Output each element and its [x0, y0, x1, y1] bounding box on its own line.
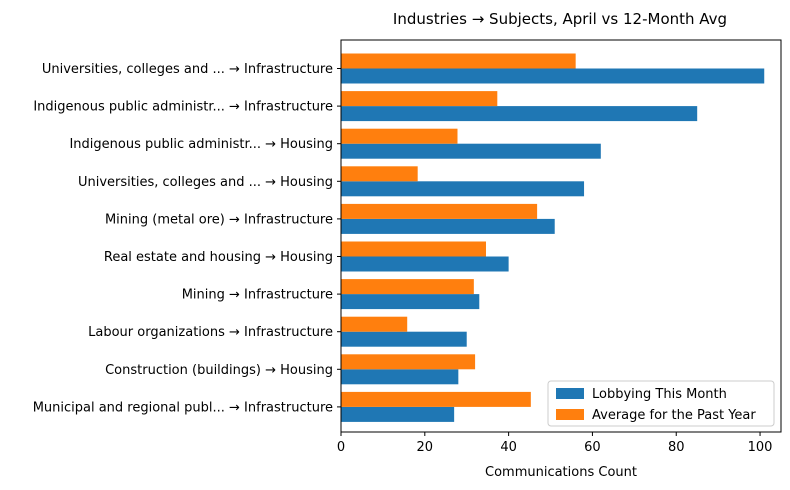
bar-this-month — [341, 331, 467, 347]
bar-past-year-avg — [341, 316, 408, 332]
bar-this-month — [341, 369, 459, 385]
y-axis-ticks: Universities, colleges and ... → Infrast… — [33, 62, 341, 415]
x-axis-label: Communications Count — [485, 465, 637, 480]
y-tick-label: Municipal and regional publ... → Infrast… — [33, 400, 333, 415]
bar-past-year-avg — [341, 391, 531, 407]
legend-label-this-month: Lobbying This Month — [592, 387, 727, 402]
bar-this-month — [341, 68, 765, 84]
y-tick-label: Real estate and housing → Housing — [104, 250, 333, 265]
legend-swatch-past-year — [556, 409, 584, 420]
x-tick-label: 40 — [500, 440, 517, 455]
x-tick-label: 0 — [337, 440, 345, 455]
y-tick-label: Mining → Infrastructure — [182, 288, 333, 303]
y-tick-label: Universities, colleges and ... → Housing — [78, 175, 333, 190]
legend-label-past-year: Average for the Past Year — [592, 408, 756, 423]
bar-this-month — [341, 181, 585, 197]
x-tick-label: 100 — [748, 440, 773, 455]
bar-past-year-avg — [341, 128, 458, 144]
bar-this-month — [341, 406, 455, 422]
bar-past-year-avg — [341, 91, 498, 107]
bar-this-month — [341, 294, 480, 310]
bar-this-month — [341, 106, 698, 122]
bar-this-month — [341, 143, 601, 159]
x-axis-ticks: 0 20 40 60 80 100 — [337, 432, 773, 455]
bar-past-year-avg — [341, 53, 576, 69]
bars-group — [341, 53, 765, 422]
bar-this-month — [341, 218, 555, 234]
x-tick-label: 80 — [668, 440, 685, 455]
bar-past-year-avg — [341, 354, 476, 370]
bar-past-year-avg — [341, 279, 474, 295]
bar-past-year-avg — [341, 203, 538, 219]
x-tick-label: 20 — [417, 440, 434, 455]
y-tick-label: Construction (buildings) → Housing — [105, 363, 333, 378]
chart-title: Industries → Subjects, April vs 12-Month… — [393, 10, 727, 28]
y-tick-label: Indigenous public administr... → Housing — [69, 137, 333, 152]
bar-past-year-avg — [341, 166, 418, 182]
plot-frame — [340, 39, 782, 433]
y-tick-label: Universities, colleges and ... → Infrast… — [42, 62, 333, 77]
y-tick-label: Labour organizations → Infrastructure — [88, 325, 333, 340]
y-tick-label: Indigenous public administr... → Infrast… — [33, 100, 333, 115]
x-tick-label: 60 — [584, 440, 601, 455]
legend-swatch-this-month — [556, 388, 584, 399]
legend-box — [547, 380, 775, 427]
y-tick-label: Mining (metal ore) → Infrastructure — [105, 212, 333, 227]
legend: Lobbying This Month Average for the Past… — [547, 380, 775, 427]
bar-past-year-avg — [341, 241, 486, 257]
bar-this-month — [341, 256, 509, 272]
